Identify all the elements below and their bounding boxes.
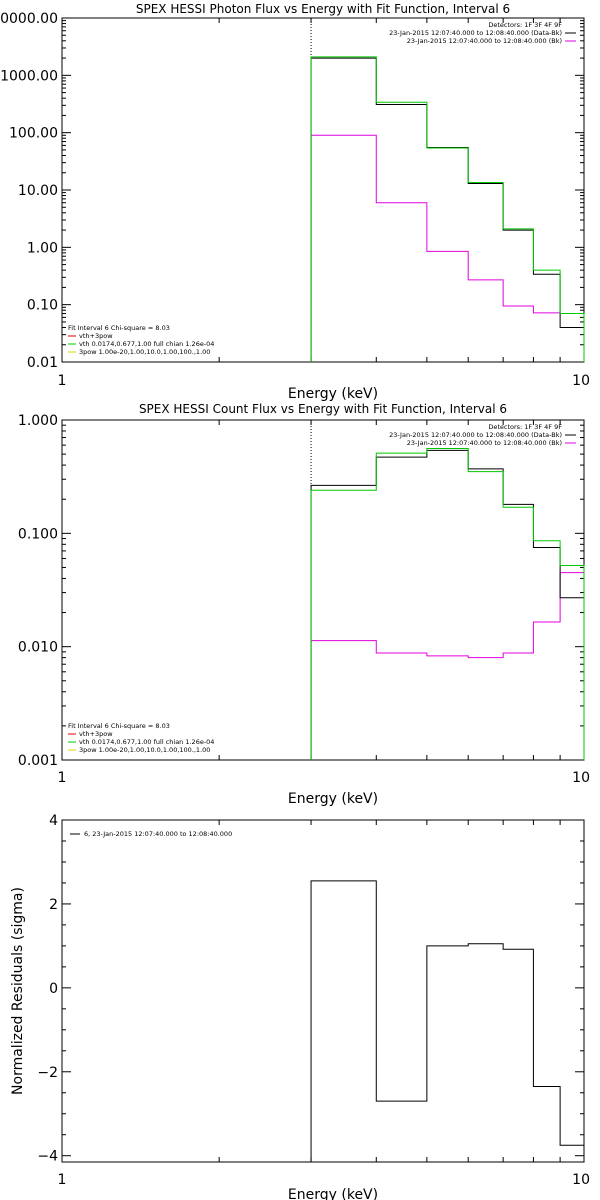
y-tick-label: 0.010 — [18, 640, 58, 656]
series-line-black — [310, 449, 585, 760]
legend-entry-label: 3pow 1.00e-20,1.00,10.0,1.00,100.,1.00 — [79, 348, 210, 356]
legend-entry-label: vth 0.0174,0.677,1.00 full chian 1.26e-0… — [79, 738, 214, 746]
plot-frame — [61, 17, 585, 363]
y-tick-label: 1000.00 — [0, 68, 58, 84]
y-axis-label: Normalized Residuals (sigma) — [10, 887, 26, 1095]
y-tick-label: −2 — [37, 1065, 58, 1081]
y-tick-label: 0.001 — [18, 753, 58, 769]
chart-title: SPEX HESSI Photon Flux vs Energy with Fi… — [136, 2, 510, 16]
x-tick-label: 10 — [572, 770, 590, 786]
legend-entry-label: 23-Jan-2015 12:07:40.000 to 12:08:40.000… — [389, 29, 562, 37]
legend-entry-label: 23-Jan-2015 12:07:40.000 to 12:08:40.000… — [389, 431, 562, 439]
series-line-green — [310, 448, 585, 760]
x-axis-label: Energy (keV) — [288, 1187, 378, 1200]
chart-panel-count: SPEX HESSI Count Flux vs Energy with Fit… — [18, 402, 590, 807]
y-tick-label: 0000.00 — [0, 11, 58, 27]
y-tick-label: 10.00 — [18, 183, 58, 199]
legend-entry-label: vth 0.0174,0.677,1.00 full chian 1.26e-0… — [79, 340, 214, 348]
series-line-black — [310, 880, 585, 1162]
series-line-magenta — [310, 572, 585, 760]
chart-panel-photon: SPEX HESSI Photon Flux vs Energy with Fi… — [0, 2, 590, 402]
x-tick-label: 10 — [572, 373, 590, 389]
legend-entry-label: 23-Jan-2015 12:07:40.000 to 12:08:40.000… — [407, 439, 562, 447]
x-axis-label: Energy (keV) — [288, 386, 378, 402]
y-tick-label: 1.000 — [18, 413, 58, 429]
x-tick-label: 1 — [58, 770, 67, 786]
x-tick-label: 1 — [58, 373, 67, 389]
y-tick-label: 0.100 — [18, 526, 58, 542]
y-tick-label: 0 — [49, 981, 58, 997]
y-tick-label: 1.00 — [27, 240, 58, 256]
legend-entry-label: 3pow 1.00e-20,1.00,10.0,1.00,100.,1.00 — [79, 746, 210, 754]
chart-panel-resid: −4 −2 0 2 4 1 10 Energy (keV) Normalized Residua… — [10, 813, 590, 1200]
x-axis-label: Energy (keV) — [288, 791, 378, 807]
legend-entry-label: 6, 23-Jan-2015 12:07:40.000 to 12:08:40.… — [84, 830, 232, 838]
x-tick-label: 1 — [58, 1172, 67, 1188]
y-tick-label: 4 — [49, 813, 58, 829]
x-tick-label: 10 — [572, 1172, 590, 1188]
y-tick-label: −4 — [37, 1149, 58, 1165]
y-tick-label: 0.10 — [27, 298, 58, 314]
chart-title: SPEX HESSI Count Flux vs Energy with Fit… — [139, 402, 507, 416]
series-line-magenta — [310, 134, 585, 362]
plot-frame — [61, 419, 585, 761]
legend-title: Detectors: 1F 3F 4F 9F — [488, 423, 562, 431]
series-line-black — [310, 57, 585, 362]
plot-frame — [61, 819, 585, 1163]
y-tick-label: 100.00 — [9, 126, 58, 142]
legend-entry-label: vth+3pow — [79, 332, 113, 340]
legend-entry-label: vth+3pow — [79, 730, 113, 738]
legend-title: Fit Interval 6 Chi-square = 8.03 — [68, 324, 170, 332]
y-tick-label: 0.01 — [27, 355, 58, 371]
series-line-green — [310, 56, 585, 362]
legend-title: Fit Interval 6 Chi-square = 8.03 — [68, 722, 170, 730]
legend-title: Detectors: 1F 3F 4F 9F — [488, 21, 562, 29]
y-tick-label: 2 — [49, 897, 58, 913]
legend-entry-label: 23-Jan-2015 12:07:40.000 to 12:08:40.000… — [407, 37, 562, 45]
